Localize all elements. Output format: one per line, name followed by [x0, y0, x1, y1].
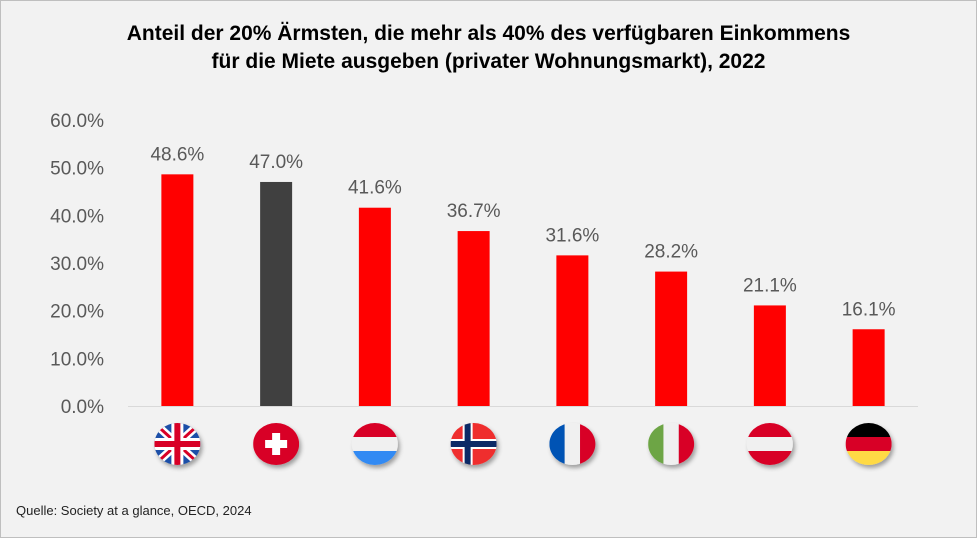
bar [753, 305, 786, 406]
data-label: 31.6% [545, 225, 599, 246]
data-label: 16.1% [842, 299, 896, 320]
flag-norway-icon [450, 423, 497, 465]
flag-germany-icon [845, 423, 892, 465]
data-label: 28.2% [644, 242, 698, 263]
bar [556, 255, 589, 406]
y-tick-label: 0.0% [61, 397, 104, 418]
chart-title: Anteil der 20% Ärmsten, die mehr als 40%… [0, 20, 977, 76]
data-label: 21.1% [743, 275, 797, 296]
flag-france-icon [549, 423, 596, 465]
y-tick-label: 20.0% [50, 302, 104, 323]
data-label: 47.0% [249, 152, 303, 173]
data-label: 41.6% [348, 178, 402, 199]
y-tick-label: 50.0% [50, 159, 104, 180]
bar [655, 271, 688, 406]
title-line-2: für die Miete ausgeben (privater Wohnung… [211, 50, 766, 73]
data-label: 36.7% [447, 201, 501, 222]
flag-austria-icon [746, 423, 793, 465]
flag-switzerland-icon [253, 423, 300, 465]
source-note: Quelle: Society at a glance, OECD, 2024 [16, 503, 252, 518]
y-tick-label: 40.0% [50, 206, 104, 227]
y-tick-label: 60.0% [50, 111, 104, 132]
bar [852, 329, 885, 406]
data-label: 48.6% [150, 144, 204, 165]
y-tick-label: 10.0% [50, 349, 104, 370]
bar [260, 181, 293, 406]
flag-uk-icon [154, 423, 201, 465]
bar [358, 207, 391, 406]
title-line-1: Anteil der 20% Ärmsten, die mehr als 40%… [126, 22, 851, 45]
flag-italy-icon [648, 423, 695, 465]
bar [457, 231, 490, 406]
bar [161, 174, 194, 406]
y-tick-label: 30.0% [50, 254, 104, 275]
flag-luxembourg-icon [351, 423, 398, 465]
